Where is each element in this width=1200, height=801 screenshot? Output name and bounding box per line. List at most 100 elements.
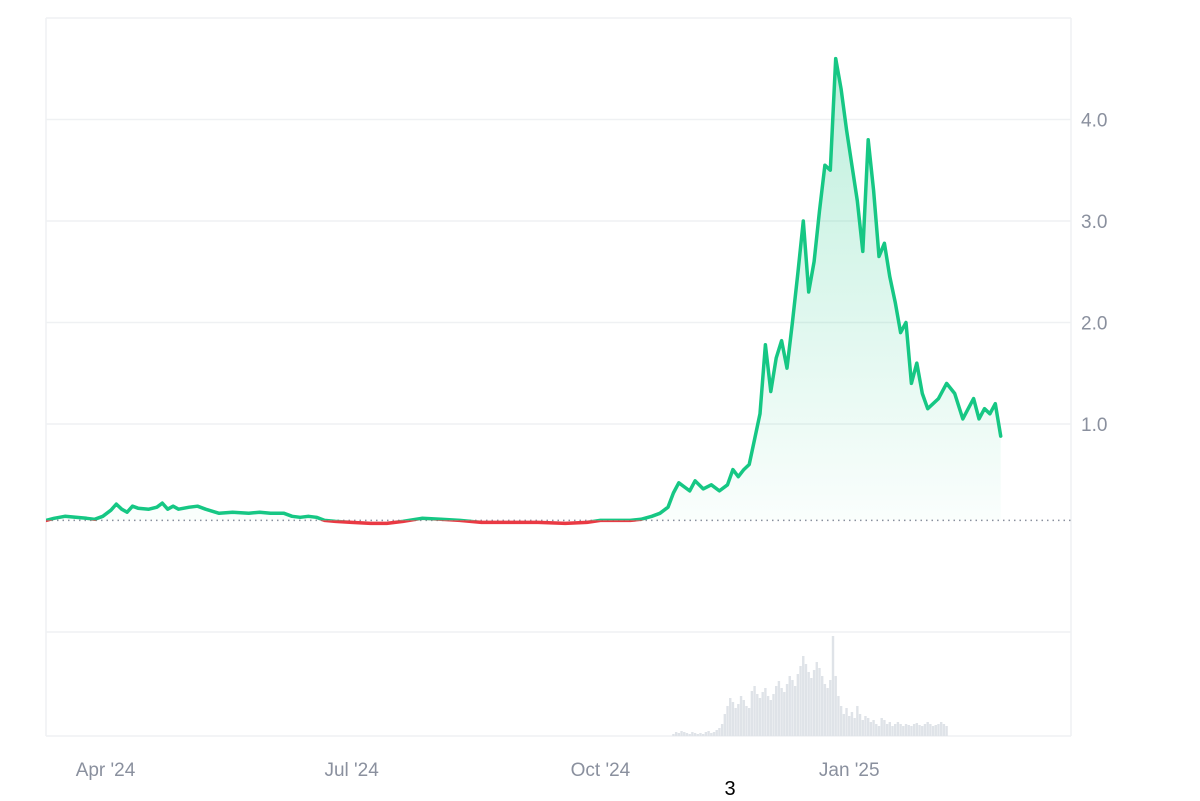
volume-bar [677,733,681,736]
volume-bar [764,688,767,736]
volume-bar [753,686,756,736]
volume-bar [758,698,762,736]
volume-bar [718,728,721,736]
y-tick-label: 2.0 [1081,313,1107,334]
volume-bar [929,724,932,736]
volume-bar [685,733,689,736]
volume-bar [691,732,694,736]
volume-bar [945,726,948,736]
volume-bar [834,676,837,736]
volume-bar [737,704,740,736]
volume-bar [872,720,875,736]
volume-bar [837,696,840,736]
volume-bar [861,720,864,736]
price-line-up [46,56,1003,521]
volume-bar [783,692,786,736]
volume-bar [693,733,697,736]
volume-bar [915,723,919,736]
volume-bar [829,680,832,736]
y-tick-label: 4.0 [1081,110,1107,131]
volume-bar [939,722,943,736]
volume-bar [896,722,900,736]
volume-bar [856,706,859,736]
volume-bar [842,714,846,736]
volume-bar [850,712,854,736]
volume-bar [877,726,881,736]
price-area [46,58,1001,521]
volume-bar [788,676,791,736]
volume-bar [715,730,718,736]
volume-bar [899,724,902,736]
y-tick-label: 3.0 [1081,212,1107,233]
volume-bar [804,664,808,736]
volume-bar [785,684,789,736]
volume-bar [894,724,897,736]
volume-bar [712,732,716,736]
volume-bar [672,734,675,736]
volume-bar [739,696,743,736]
volume-bar [769,700,773,736]
volume-bar [839,706,843,736]
volume-bar [888,722,891,736]
volume-bar [921,726,924,736]
volume-bar [910,726,913,736]
volume-bar [777,681,781,736]
volume-bar [742,700,745,736]
volume-bar [745,706,748,736]
volume-bar [683,732,686,736]
volume-bar [802,656,805,736]
volume-bar [820,676,824,736]
volume-bar [723,714,727,736]
volume-bar [750,691,754,736]
volume-bar [704,732,708,736]
volume-bar [848,716,851,736]
footer-label: 3 [724,778,736,800]
x-tick-label: Oct '24 [571,760,631,781]
volume-bar [793,686,797,736]
volume-bar [918,725,921,736]
volume-bar [734,708,737,736]
volume-bar [812,670,816,736]
volume-bar [831,636,835,736]
volume-bar [796,674,800,736]
volume-bar [902,726,905,736]
volume-bar [869,722,873,736]
volume-bar [858,714,862,736]
volume-bar [853,718,856,736]
volume-bar [701,734,705,736]
volume-bar [934,725,937,736]
volume-bar [699,733,702,736]
y-tick-label: 1.0 [1081,415,1107,436]
volume-bar [937,724,940,736]
volume-bar [883,720,886,736]
volume-bar [864,716,867,736]
volume-bar [866,718,870,736]
x-tick-label: Jan '25 [819,760,880,781]
volume-bar [891,726,894,736]
volume-bar [818,668,821,736]
volume-bar [880,718,883,736]
volume-bar [780,688,783,736]
volume-bar [815,662,818,736]
volume-bar [731,702,735,736]
volume-bar [729,698,732,736]
volume-bar [885,724,889,736]
volume-bar [707,731,710,736]
volume-bar [807,672,810,736]
volume-bar [756,694,759,736]
volume-bar [674,732,678,736]
volume-bar [823,684,827,736]
volume-bar [791,680,794,736]
volume-bar [926,722,929,736]
volume-bar [696,734,699,736]
volume-bar [710,733,713,736]
volume-bar [845,708,848,736]
x-tick-label: Jul '24 [324,760,379,781]
volume-bar [761,692,764,736]
volume-bar [799,666,802,736]
volume-bar [912,724,916,736]
volume-bar [775,686,778,736]
volume-bar [688,734,691,736]
x-tick-label: Apr '24 [76,760,136,781]
